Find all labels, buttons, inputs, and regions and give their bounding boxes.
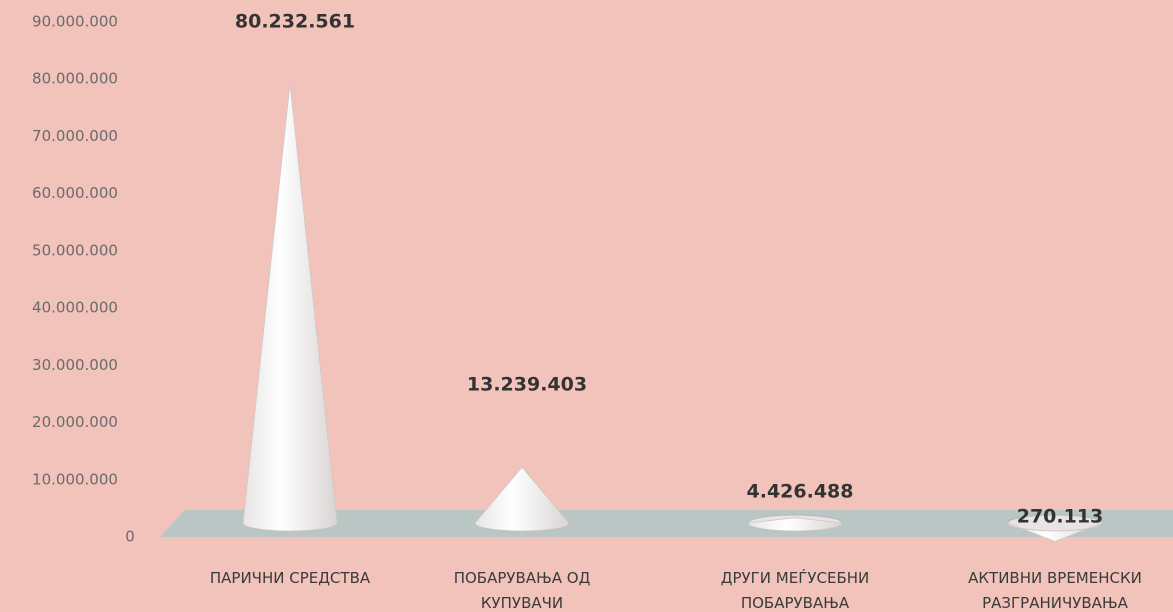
- y-tick-label: 30.000.000: [32, 356, 118, 374]
- floor: [160, 510, 1173, 537]
- x-tick-label-line: КУПУВАЧИ: [481, 594, 563, 612]
- y-tick-label: 90.000.000: [32, 13, 118, 31]
- value-label: 13.239.403: [467, 374, 587, 396]
- y-tick-label: 80.000.000: [32, 70, 118, 88]
- x-tick-label: ДРУГИ МЕЃУСЕБНИ ПОБАРУВАЊА: [721, 568, 870, 612]
- x-tick-label: АКТИВНИ ВРЕМЕНСКИ РАЗГРАНИЧУВАЊА: [968, 569, 1142, 612]
- value-label: 80.232.561: [235, 11, 355, 33]
- value-label: 4.426.488: [747, 481, 854, 503]
- y-tick-label: 70.000.000: [32, 127, 118, 145]
- x-tick-label-line: ДРУГИ МЕЃУСЕБНИ: [721, 568, 870, 587]
- cone: [1007, 522, 1103, 542]
- x-tick-label-line: РАЗГРАНИЧУВАЊА: [982, 594, 1129, 612]
- y-tick-label: 60.000.000: [32, 184, 118, 202]
- x-tick-label-line: АКТИВНИ ВРЕМЕНСКИ: [968, 569, 1142, 587]
- cone: [747, 517, 843, 532]
- y-tick-label: 20.000.000: [32, 413, 118, 431]
- cone: [242, 83, 338, 532]
- y-tick-label: 50.000.000: [32, 241, 118, 259]
- y-tick-label: 0: [125, 528, 135, 546]
- y-tick-label: 40.000.000: [32, 299, 118, 317]
- y-tick-label: 10.000.000: [32, 470, 118, 488]
- x-tick-label: ПОБАРУВАЊА ОД КУПУВАЧИ: [454, 569, 591, 612]
- x-tick-label-line: ПАРИЧНИ СРЕДСТВА: [210, 569, 371, 587]
- x-tick-label: ПАРИЧНИ СРЕДСТВА: [210, 569, 371, 587]
- x-tick-label-line: ПОБАРУВАЊА ОД: [454, 569, 591, 587]
- value-label: 270.113: [1017, 506, 1104, 528]
- cone: [474, 466, 570, 532]
- x-tick-label-line: ПОБАРУВАЊА: [741, 594, 850, 612]
